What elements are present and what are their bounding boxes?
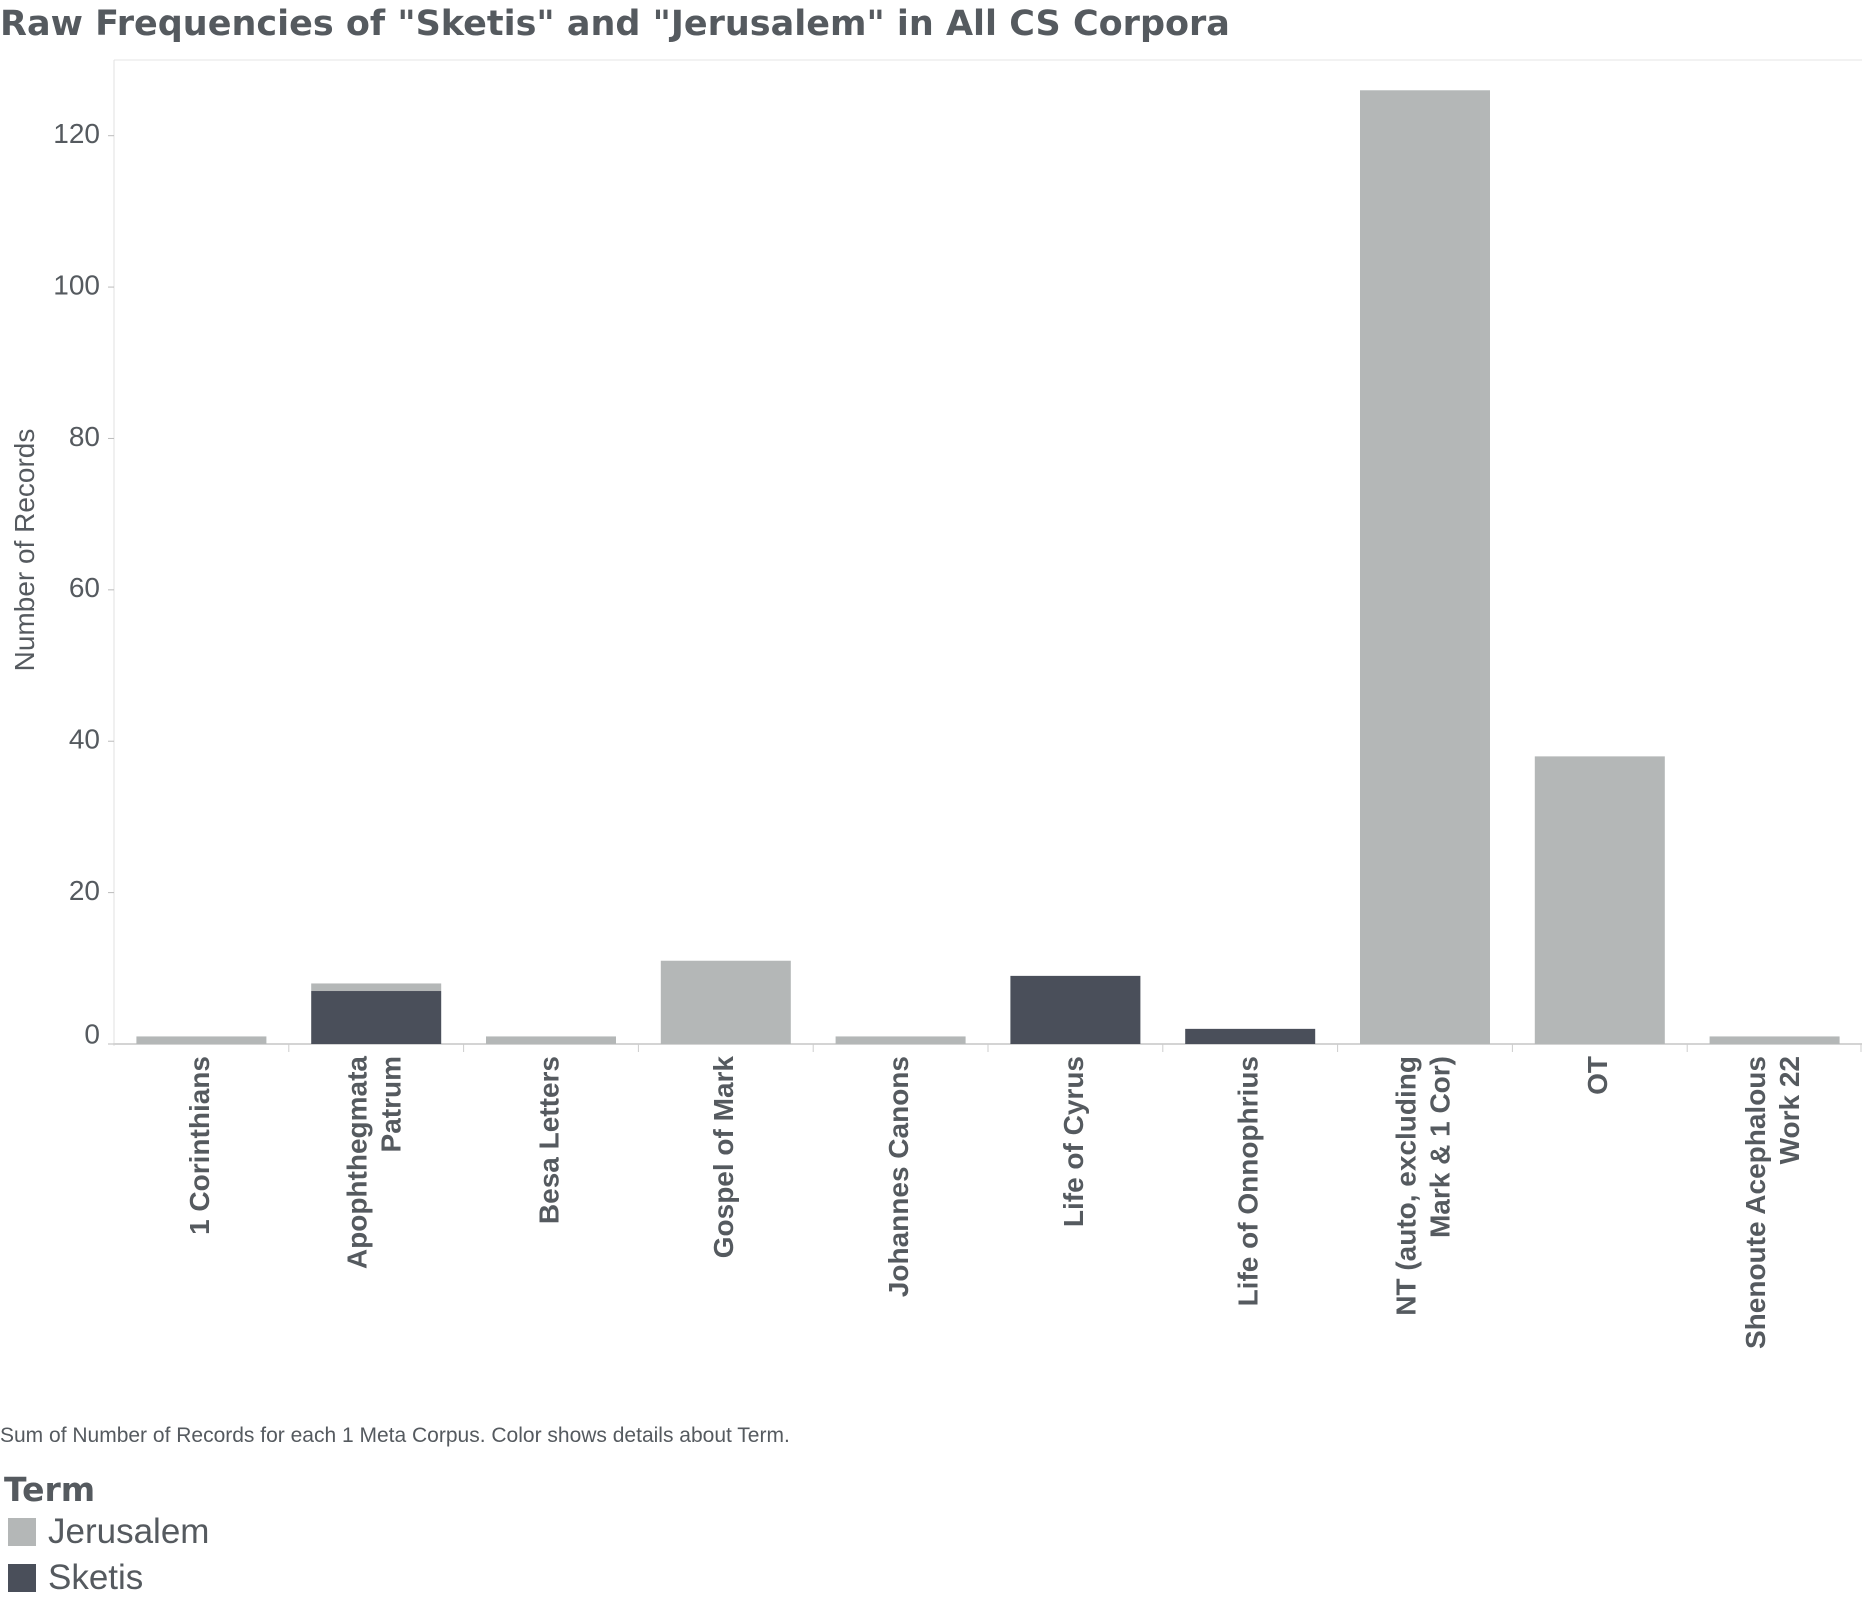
chart-title: Raw Frequencies of "Sketis" and "Jerusal… [0, 4, 1230, 44]
category-label-line: OT [1582, 1056, 1613, 1095]
y-tick-label-120: 120 [53, 118, 100, 149]
y-tick-label-60: 60 [69, 572, 100, 603]
bar-jerusalem-besa-letters [486, 1036, 616, 1044]
category-label-line: Patrum [376, 1056, 407, 1152]
y-tick-label-20: 20 [69, 875, 100, 906]
category-label-line: Life of Cyrus [1058, 1056, 1089, 1227]
bar-jerusalem-1-corinthians [136, 1036, 267, 1044]
bar-jerusalem-gospel-of-mark [660, 960, 791, 1044]
category-label-gospel-of-mark: Gospel of Mark [708, 1056, 739, 1259]
legend-swatch-sketis [8, 1564, 36, 1592]
category-label-line: Besa Letters [533, 1056, 564, 1224]
category-label-line: NT (auto, excluding [1390, 1056, 1421, 1316]
y-tick-label-100: 100 [53, 269, 100, 300]
category-label-life-of-cyrus: Life of Cyrus [1058, 1056, 1089, 1227]
bar-jerusalem-shenoute-acephalous-work-22 [1709, 1036, 1840, 1044]
legend-label-jerusalem: Jerusalem [48, 1512, 210, 1551]
y-tick-label-80: 80 [69, 421, 100, 452]
bars [136, 90, 1840, 1045]
category-label-line: Work 22 [1774, 1056, 1805, 1164]
y-tick-label-40: 40 [69, 724, 100, 755]
category-label-line: Johannes Canons [883, 1056, 914, 1297]
category-label-line: Gospel of Mark [708, 1056, 739, 1259]
y-axis-title: Number of Records [9, 429, 40, 672]
bar-sketis-apophthegmata-patrum [311, 991, 442, 1044]
category-label-besa-letters: Besa Letters [533, 1056, 564, 1224]
category-label-shenoute-acephalous-work-22: Shenoute Acephalous Work 22 [1740, 1056, 1805, 1349]
x-axis: 1 Corinthians Apophthegmata Patrum Besa Let… [184, 1044, 1862, 1349]
legend: Term Jerusalem Sketis [0, 1470, 209, 1601]
bar-jerusalem-nt-auto-excluding-mark-1-cor [1360, 90, 1490, 1045]
category-label-line: Mark & 1 Cor) [1424, 1056, 1455, 1238]
category-label-johannes-canons: Johannes Canons [883, 1056, 914, 1297]
legend-title: Term [4, 1470, 96, 1509]
category-label-life-of-onnophrius: Life of Onnophrius [1233, 1056, 1264, 1306]
bar-sketis-life-of-onnophrius [1185, 1028, 1316, 1044]
chart-footnote: Sum of Number of Records for each 1 Meta… [0, 1424, 790, 1447]
bar-jerusalem-apophthegmata-patrum [311, 983, 442, 992]
category-label-ot: OT [1582, 1056, 1613, 1095]
bar-jerusalem-johannes-canons [835, 1036, 966, 1044]
legend-item-sketis: Sketis [8, 1555, 209, 1601]
legend-item-jerusalem: Jerusalem [8, 1509, 209, 1555]
category-label-nt-auto-excluding-mark-1-cor: NT (auto, excluding Mark & 1 Cor) [1390, 1056, 1455, 1316]
category-label-line: 1 Corinthians [184, 1056, 215, 1235]
bar-sketis-life-of-cyrus [1010, 975, 1141, 1044]
legend-label-sketis: Sketis [48, 1558, 144, 1597]
bar-jerusalem-ot [1534, 756, 1665, 1044]
category-label-line: Life of Onnophrius [1233, 1056, 1264, 1306]
y-tick-label-0: 0 [84, 1018, 100, 1049]
category-label-line: Apophthegmata [342, 1056, 373, 1270]
legend-swatch-jerusalem [8, 1518, 36, 1546]
category-label-line: Shenoute Acephalous [1740, 1056, 1771, 1349]
category-label-1-corinthians: 1 Corinthians [184, 1056, 215, 1235]
category-label-apophthegmata-patrum: Apophthegmata Patrum [342, 1056, 407, 1270]
y-axis: 0 20 40 60 80 100 120 [53, 118, 114, 1049]
